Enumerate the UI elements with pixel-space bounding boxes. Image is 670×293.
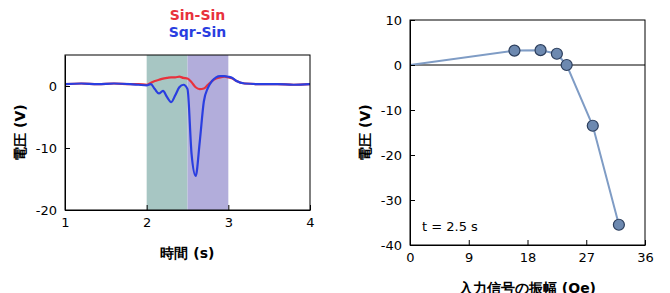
series-line — [514, 50, 618, 225]
tick: -20 — [381, 148, 415, 163]
tick-label: 18 — [520, 250, 537, 265]
tick: 27 — [578, 240, 595, 265]
marker — [561, 60, 572, 71]
tick-label: -40 — [381, 238, 402, 253]
plot-frame — [410, 20, 645, 245]
tick-mark — [65, 86, 70, 87]
tick-label: 10 — [385, 13, 402, 28]
tick-mark — [310, 205, 311, 210]
tick-mark — [410, 245, 415, 246]
tick-label: 36 — [637, 250, 654, 265]
tick-mark — [147, 205, 148, 210]
legend-entry: Sin-Sin — [170, 7, 226, 23]
tick-label: -20 — [381, 148, 402, 163]
tick-label: -20 — [36, 203, 57, 218]
tick: 4 — [306, 205, 314, 230]
tick-label: 9 — [465, 250, 473, 265]
tick-mark — [586, 240, 587, 245]
tick: 9 — [465, 240, 473, 265]
x-axis: 1 2 3 4 — [61, 205, 314, 230]
tick: 10 — [385, 13, 415, 28]
tick-label: 0 — [49, 79, 57, 94]
y-axis-title: 電圧 (V) — [12, 104, 28, 161]
tick: 3 — [225, 205, 233, 230]
x-axis-title: 入力信号の振幅 (Oe) — [458, 280, 596, 293]
tick-label: 3 — [225, 215, 233, 230]
tick-mark — [645, 240, 646, 245]
marker — [551, 48, 562, 59]
tick-label: 27 — [578, 250, 595, 265]
series-line — [410, 51, 514, 65]
tick: -10 — [381, 103, 415, 118]
tick-label: 4 — [306, 215, 314, 230]
tick-label: -10 — [36, 141, 57, 156]
x-axis-title: 時間 (s) — [160, 245, 214, 261]
tick: 18 — [520, 240, 537, 265]
y-axis: -40 -30 -20 -10 0 10 — [381, 13, 415, 253]
tick-mark — [410, 110, 415, 111]
tick-label: 0 — [406, 250, 414, 265]
plot-area — [410, 45, 645, 231]
tick: 2 — [143, 205, 151, 230]
tick: -40 — [381, 238, 415, 253]
tick: 0 — [394, 58, 415, 73]
tick-mark — [410, 155, 415, 156]
tick: -20 — [36, 203, 70, 218]
tick-mark — [410, 65, 415, 66]
marker — [613, 219, 624, 230]
tick-mark — [410, 20, 415, 21]
axis-line — [411, 245, 646, 246]
plot-frame — [65, 55, 310, 210]
band — [188, 55, 229, 210]
tick-label: -10 — [381, 103, 402, 118]
legend-entry: Sqr-Sin — [169, 24, 227, 40]
reference-line — [410, 65, 645, 66]
tick-mark — [65, 148, 70, 149]
y-axis: -20 -10 0 — [36, 56, 70, 218]
tick: -10 — [36, 141, 70, 156]
tick-mark — [410, 200, 415, 201]
tick-label: 1 — [61, 215, 69, 230]
axis-line — [410, 21, 411, 246]
tick-mark — [65, 210, 70, 211]
tick-label: 2 — [143, 215, 151, 230]
chart: 1 2 3 4 -20 -10 0 時間 (s) 電圧 (V) Sin-SinSqr-Sin — [12, 7, 315, 261]
tick-mark — [228, 205, 229, 210]
y-axis-title: 電圧 (V) — [357, 104, 373, 161]
tick-label: -30 — [381, 193, 402, 208]
tick-label: 0 — [394, 58, 402, 73]
marker — [535, 45, 546, 56]
chart: 0 9 18 27 36 -40 -30 -20 -10 0 10 入力信号の振幅 (Oe) 電圧 (V… — [357, 13, 654, 293]
axis-line — [66, 210, 311, 211]
tick: 36 — [637, 240, 654, 265]
axis-line — [65, 56, 66, 211]
figure: 1 2 3 4 -20 -10 0 時間 (s) 電圧 (V) Sin-SinSqr-Sin 0 9 1… — [0, 0, 670, 293]
tick: 0 — [49, 79, 70, 94]
annotation: t = 2.5 s — [422, 219, 478, 234]
tick-mark — [469, 240, 470, 245]
marker — [587, 120, 598, 131]
x-axis: 0 9 18 27 36 — [406, 240, 653, 265]
series-line — [65, 76, 310, 176]
tick-mark — [528, 240, 529, 245]
marker — [509, 45, 520, 56]
tick: -30 — [381, 193, 415, 208]
plot-area — [65, 55, 310, 210]
